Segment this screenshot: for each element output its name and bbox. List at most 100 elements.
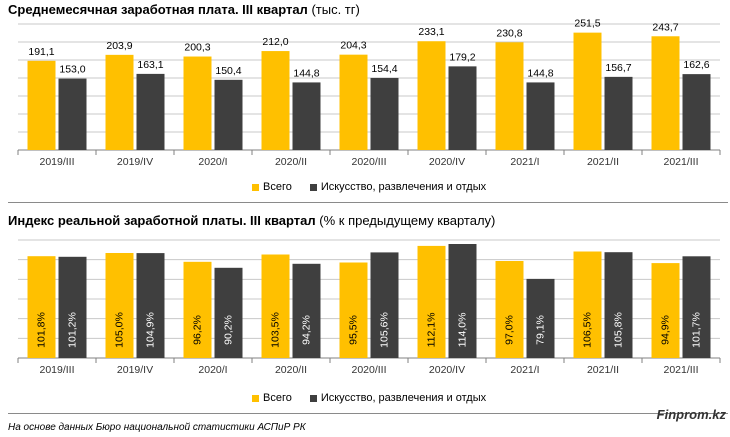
salary-bar-chart: 191,1 153,0 2019/III 203,9 163,1 2019/IV 200,3… [17, 18, 721, 168]
data-label-all: 95,5% [348, 315, 360, 345]
legend-item-all: Всего [252, 392, 292, 404]
data-label-all: 191,1 [28, 46, 54, 58]
data-label-arts: 101,7% [691, 312, 703, 348]
data-label-all: 101,8% [36, 312, 48, 348]
bar-all [417, 245, 446, 358]
bar-arts [526, 82, 555, 150]
data-label-arts: 144,8 [527, 67, 553, 79]
data-label-arts: 154,4 [371, 63, 397, 75]
legend-swatch-all [252, 183, 259, 191]
bar-all [495, 42, 524, 150]
data-label-all: 97,0% [504, 315, 516, 345]
data-label-arts: 90,2% [223, 315, 235, 345]
bar-all [573, 32, 602, 151]
bar-arts [292, 263, 321, 358]
real-wage-index-bar-chart: 101,8% 101,2% 2019/III 105,0% 104,9% 2019/IV 9… [17, 239, 721, 376]
data-label-arts: 150,4 [215, 65, 241, 77]
category-label: 2019/III [39, 156, 74, 168]
data-label-all: 204,3 [340, 40, 366, 52]
bar-all [651, 263, 680, 358]
bar-all [651, 36, 680, 151]
bar-arts [292, 82, 321, 150]
category-label: 2020/IV [429, 364, 465, 376]
bar-arts [682, 74, 711, 150]
data-label-arts: 144,8 [293, 67, 319, 79]
category-label: 2019/IV [117, 364, 153, 376]
category-label: 2021/II [587, 364, 619, 376]
category-label: 2019/IV [117, 156, 153, 168]
chart2-legend: Всего Искусство, развлечения и отдых [252, 392, 504, 404]
footer-divider [8, 413, 728, 414]
bar-all [339, 54, 368, 150]
category-label: 2020/I [198, 364, 227, 376]
bar-arts [136, 253, 165, 358]
data-label-all: 212,0 [262, 36, 288, 48]
legend-label-all: Всего [263, 392, 292, 404]
bar-all [183, 261, 212, 358]
category-label: 2021/III [663, 364, 698, 376]
data-label-all: 94,9% [660, 315, 672, 345]
data-label-all: 203,9 [106, 40, 132, 52]
data-label-arts: 105,6% [379, 312, 391, 348]
category-label: 2020/III [351, 364, 386, 376]
data-label-arts: 162,6 [683, 59, 709, 71]
category-label: 2021/I [510, 364, 539, 376]
bar-arts [58, 78, 87, 150]
category-label: 2020/II [275, 156, 307, 168]
category-label: 2020/III [351, 156, 386, 168]
chart1-legend: Всего Искусство, развлечения и отдых [252, 181, 504, 193]
bar-arts [526, 278, 555, 358]
category-label: 2020/IV [429, 156, 465, 168]
legend-item-all: Всего [252, 181, 292, 193]
data-label-arts: 163,1 [137, 59, 163, 71]
source-footnote: На основе данных Бюро национальной стати… [8, 422, 306, 433]
chart1-title: Среднемесячная заработная плата. III ква… [8, 2, 360, 17]
bar-all [27, 60, 56, 150]
bar-all [105, 253, 134, 358]
bar-all [27, 256, 56, 358]
legend-item-arts: Искусство, развлечения и отдых [309, 181, 487, 193]
data-label-all: 243,7 [652, 21, 678, 33]
bar-all [339, 262, 368, 358]
data-label-all: 230,8 [496, 27, 522, 39]
data-label-arts: 104,9% [145, 312, 157, 348]
data-label-arts: 101,2% [67, 312, 79, 348]
data-label-all: 112,1% [426, 313, 438, 348]
chart2-title: Индекс реальной заработной платы. III кв… [8, 213, 496, 228]
legend-label-arts: Искусство, развлечения и отдых [320, 392, 487, 404]
bar-all [573, 251, 602, 358]
data-label-arts: 114,0% [457, 313, 469, 348]
data-label-all: 233,1 [418, 26, 444, 38]
bar-arts [214, 267, 243, 358]
bar-all [183, 56, 212, 150]
bar-arts [604, 252, 633, 358]
legend-swatch-all [252, 394, 259, 402]
bar-all [261, 254, 290, 358]
legend-swatch-arts [309, 394, 317, 402]
bar-arts [370, 252, 399, 358]
data-label-all: 103,5% [270, 312, 282, 348]
bar-arts [214, 79, 243, 150]
data-label-arts: 94,2% [301, 315, 313, 345]
bar-arts [448, 244, 477, 358]
category-label: 2020/I [198, 156, 227, 168]
legend-label-arts: Искусство, развлечения и отдых [320, 181, 487, 193]
data-label-all: 200,3 [184, 42, 210, 54]
legend-label-all: Всего [263, 181, 292, 193]
data-label-all: 106,5% [582, 312, 594, 348]
data-label-all: 96,2% [192, 315, 204, 345]
bar-arts [58, 256, 87, 358]
category-label: 2021/III [663, 156, 698, 168]
data-label-all: 251,5 [574, 18, 600, 30]
data-label-all: 105,0% [114, 312, 126, 348]
bar-arts [370, 77, 399, 150]
bar-arts [136, 73, 165, 150]
bar-all [417, 41, 446, 150]
bar-all [105, 54, 134, 151]
bar-all [495, 261, 524, 358]
data-label-arts: 105,8% [613, 312, 625, 348]
bar-arts [604, 76, 633, 150]
legend-swatch-arts [309, 183, 317, 191]
section-divider [8, 202, 728, 203]
